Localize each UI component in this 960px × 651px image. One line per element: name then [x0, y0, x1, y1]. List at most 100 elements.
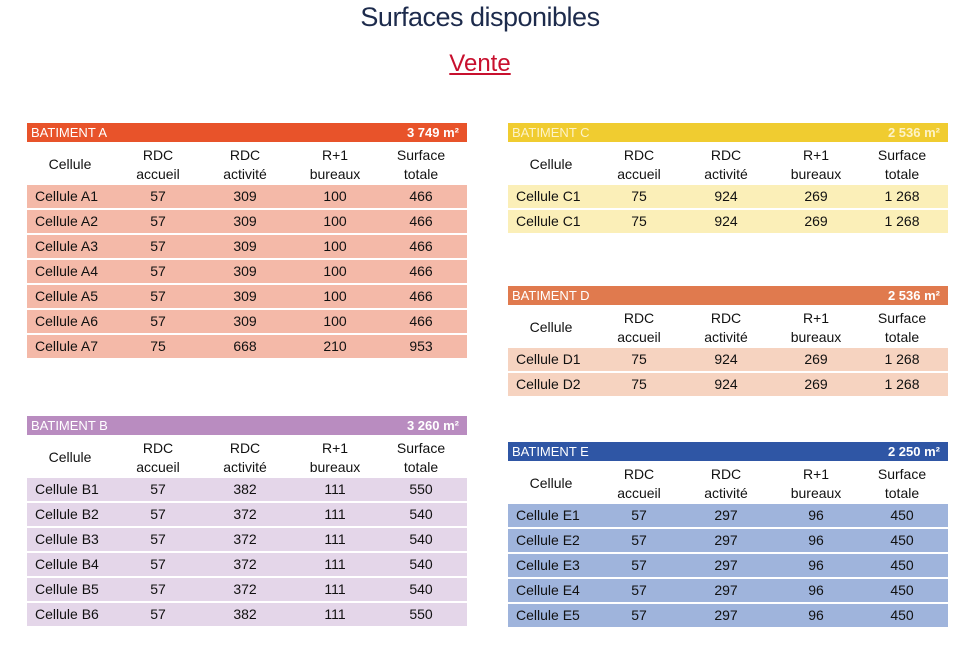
header-line: RDC	[142, 440, 174, 456]
table-cell: Cellule A1	[35, 188, 99, 204]
table-cell: Cellule C1	[516, 188, 581, 204]
table-cell: 450	[890, 532, 914, 548]
table-cell: 1 268	[884, 351, 920, 367]
column-header: R+1 bureaux	[771, 146, 861, 184]
building-table: BATIMENT B 3 260 m² Cellule RDC accueil RDC ac…	[27, 416, 467, 628]
table-cell: 57	[150, 313, 166, 329]
table-row: Cellule A6 57 309 100 466	[27, 310, 467, 333]
table-cell: 450	[890, 607, 914, 623]
table-cell: 96	[808, 607, 824, 623]
table-cell: 57	[631, 557, 647, 573]
table-cell: 57	[150, 213, 166, 229]
table-cell: Cellule B4	[35, 556, 99, 572]
column-header: Cellule	[25, 155, 115, 174]
table-cell: 75	[631, 213, 647, 229]
header-line: RDC	[710, 310, 742, 326]
building-header: BATIMENT E 2 250 m²	[508, 442, 948, 461]
table-cell: 466	[409, 313, 433, 329]
table-cell: 382	[233, 606, 257, 622]
building-name: BATIMENT C	[512, 125, 590, 140]
table-cell: Cellule B5	[35, 581, 99, 597]
table-cell: 550	[409, 481, 433, 497]
table-cell: 100	[323, 263, 347, 279]
column-header: Cellule	[506, 474, 596, 493]
header-line: totale	[884, 329, 920, 345]
table-cell: 450	[890, 557, 914, 573]
header-line: accueil	[617, 485, 661, 501]
title: Surfaces disponibles	[360, 2, 600, 32]
column-header: RDC accueil	[113, 439, 203, 477]
table-cell: 372	[233, 581, 257, 597]
header-line: bureaux	[790, 166, 842, 182]
table-cell: 297	[714, 557, 738, 573]
table-cell: 924	[714, 213, 738, 229]
table-row: Cellule A1 57 309 100 466	[27, 185, 467, 208]
table-cell: 57	[631, 532, 647, 548]
column-header: Surface totale	[376, 439, 466, 477]
column-header: RDC activité	[681, 465, 771, 503]
table-cell: 100	[323, 213, 347, 229]
table-cell: 100	[323, 188, 347, 204]
header-line: activité	[223, 166, 267, 182]
table-cell: Cellule A3	[35, 238, 99, 254]
table-cell: 466	[409, 213, 433, 229]
table-cell: Cellule E3	[516, 557, 580, 573]
table-row: Cellule C1 75 924 269 1 268	[508, 185, 948, 208]
building-table: BATIMENT E 2 250 m² Cellule RDC accueil RDC ac…	[508, 442, 948, 629]
table-cell: 100	[323, 288, 347, 304]
building-name: BATIMENT D	[512, 288, 590, 303]
table-cell: 924	[714, 188, 738, 204]
table-cell: Cellule A2	[35, 213, 99, 229]
table-cell: 100	[323, 238, 347, 254]
building-total: 2 536 m²	[887, 125, 940, 140]
header-line: R+1	[802, 310, 830, 326]
table-cell: 75	[631, 376, 647, 392]
table-cell: 466	[409, 188, 433, 204]
table-cell: Cellule A4	[35, 263, 99, 279]
header-line: bureaux	[790, 329, 842, 345]
table-cell: Cellule E5	[516, 607, 580, 623]
header-line: activité	[704, 485, 748, 501]
table-row: Cellule A7 75 668 210 953	[27, 335, 467, 358]
table-cell: 57	[150, 556, 166, 572]
table-cell: Cellule B6	[35, 606, 99, 622]
subtitle: Vente	[449, 50, 511, 77]
column-header: Surface totale	[857, 146, 947, 184]
table-cell: 111	[324, 581, 346, 597]
table-cell: 111	[324, 531, 346, 547]
table-cell: Cellule C1	[516, 213, 581, 229]
table-cell: 668	[233, 338, 257, 354]
header-line: RDC	[229, 440, 261, 456]
building-total: 3 749 m²	[406, 125, 459, 140]
header-line: Cellule	[48, 156, 92, 172]
table-cell: 57	[150, 606, 166, 622]
table-cell: 540	[409, 506, 433, 522]
header-line: Cellule	[529, 319, 573, 335]
header-line: activité	[704, 329, 748, 345]
table-cell: 57	[150, 531, 166, 547]
header-line: bureaux	[309, 166, 361, 182]
header-line: accueil	[136, 459, 180, 475]
table-cell: Cellule E4	[516, 582, 580, 598]
table-cell: 269	[804, 213, 828, 229]
table-row: Cellule A5 57 309 100 466	[27, 285, 467, 308]
table-cell: 111	[324, 506, 346, 522]
header-line: RDC	[623, 466, 655, 482]
header-line: RDC	[710, 466, 742, 482]
column-header: R+1 bureaux	[771, 465, 861, 503]
header-line: bureaux	[309, 459, 361, 475]
header-line: R+1	[802, 147, 830, 163]
header-line: Surface	[877, 466, 927, 482]
column-header: RDC activité	[200, 439, 290, 477]
column-header: Surface totale	[857, 465, 947, 503]
header-line: RDC	[710, 147, 742, 163]
header-line: accueil	[617, 329, 661, 345]
table-cell: 1 268	[884, 213, 920, 229]
table-row: Cellule A2 57 309 100 466	[27, 210, 467, 233]
building-header: BATIMENT D 2 536 m²	[508, 286, 948, 305]
header-line: R+1	[321, 440, 349, 456]
column-header: Surface totale	[857, 309, 947, 347]
table-cell: 57	[631, 582, 647, 598]
header-line: totale	[884, 166, 920, 182]
table-cell: 57	[150, 481, 166, 497]
